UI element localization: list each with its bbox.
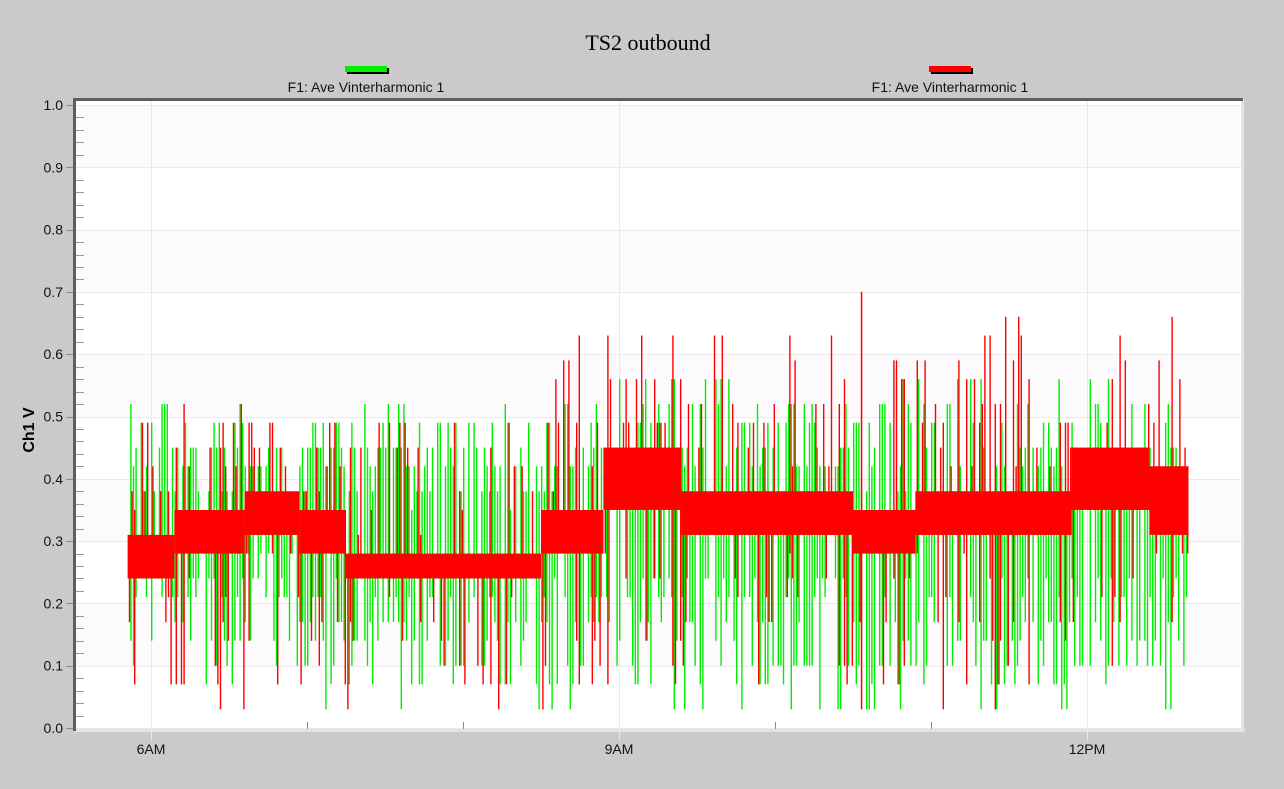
y-tick-label: 0.7: [44, 284, 64, 300]
legend-swatch-red: [929, 66, 971, 72]
y-tick-label: 0.2: [44, 595, 64, 611]
tick-labels: 0.0 0.1 0.2 0.3 0.4 0.5 0.6 0.7 0.8 0.9 1.0 6AM 9AM 1…: [44, 97, 1106, 757]
y-tick-label: 0.0: [44, 720, 64, 736]
y-tick-label: 0.9: [44, 159, 64, 175]
legend-item-red[interactable]: F1: Ave Vinterharmonic 1: [850, 66, 1050, 95]
x-tick-label: 9AM: [605, 741, 634, 757]
series-red-bars: [127, 291, 1189, 710]
legend-label: F1: Ave Vinterharmonic 1: [287, 79, 445, 95]
y-tick-label: 0.1: [44, 658, 64, 674]
x-tick-label: 12PM: [1069, 741, 1106, 757]
y-tick-label: 0.5: [44, 409, 64, 425]
legend-label: F1: Ave Vinterharmonic 1: [871, 79, 1029, 95]
y-tick-label: 0.3: [44, 533, 64, 549]
legend-item-green[interactable]: F1: Ave Vinterharmonic 1: [266, 66, 466, 95]
x-tick-label: 6AM: [137, 741, 166, 757]
y-tick-label: 0.4: [44, 471, 64, 487]
chart-title: TS2 outbound: [585, 30, 711, 55]
y-tick-label: 1.0: [44, 97, 64, 113]
axes: [66, 98, 1243, 731]
legend-swatch-green: [345, 66, 387, 72]
y-tick-label: 0.6: [44, 346, 64, 362]
y-tick-label: 0.8: [44, 222, 64, 238]
